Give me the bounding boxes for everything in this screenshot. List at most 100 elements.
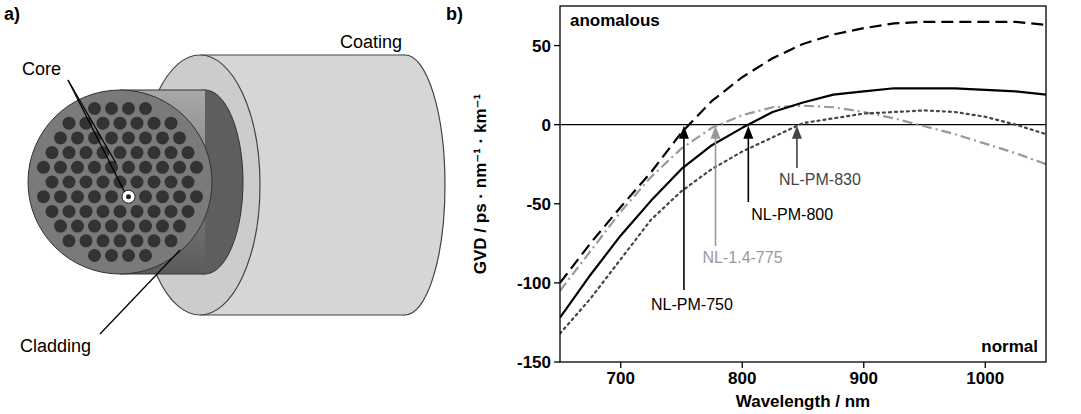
air-hole	[148, 205, 161, 218]
air-hole	[37, 190, 50, 203]
panel-a: a)CoreCladdingCoating	[4, 4, 445, 356]
air-hole	[105, 131, 118, 144]
y-axis-title: GVD / ps · nm⁻¹ · km⁻¹	[471, 93, 490, 274]
leader-line	[68, 80, 116, 163]
y-tick-label: -100	[517, 274, 551, 293]
gvd-curve	[560, 110, 1046, 333]
y-tick	[554, 45, 560, 46]
core-center	[126, 194, 131, 199]
air-hole	[139, 102, 152, 115]
core-label: Core	[22, 59, 61, 79]
cladding-edge	[120, 274, 205, 275]
air-hole	[71, 190, 84, 203]
air-hole	[165, 205, 178, 218]
air-hole	[190, 190, 203, 203]
air-hole	[114, 234, 127, 247]
air-hole	[54, 190, 67, 203]
air-hole	[63, 176, 76, 189]
series-label: NL-PM-750	[651, 296, 733, 313]
air-hole	[131, 205, 144, 218]
y-tick-label: -150	[517, 353, 551, 372]
air-hole	[88, 190, 101, 203]
air-hole	[122, 102, 135, 115]
air-hole	[165, 117, 178, 130]
air-hole	[122, 249, 135, 262]
air-hole	[165, 176, 178, 189]
air-hole	[71, 131, 84, 144]
arrow-head	[743, 126, 753, 139]
air-hole	[114, 117, 127, 130]
air-hole	[173, 220, 186, 233]
cladding-edge	[120, 90, 205, 91]
y-tick-label: 0	[542, 116, 551, 135]
air-hole	[139, 220, 152, 233]
zero-dispersion-arrow	[683, 137, 685, 290]
air-hole	[46, 176, 59, 189]
panel-label: b)	[446, 4, 463, 24]
leader-line	[100, 250, 180, 334]
x-tick-label: 1000	[966, 369, 1004, 388]
air-hole	[54, 220, 67, 233]
gvd-curve	[560, 106, 1046, 291]
air-hole	[97, 176, 110, 189]
y-tick	[554, 361, 560, 362]
air-hole	[122, 220, 135, 233]
air-hole	[114, 205, 127, 218]
air-hole	[122, 131, 135, 144]
air-hole	[46, 146, 59, 159]
series-label: NL-PM-800	[751, 206, 833, 223]
x-tick	[742, 362, 743, 368]
x-tick-label: 700	[607, 369, 635, 388]
air-hole	[114, 146, 127, 159]
air-hole	[97, 117, 110, 130]
air-hole	[139, 161, 152, 174]
arrow-head	[679, 126, 689, 139]
air-hole	[71, 161, 84, 174]
y-tick	[554, 203, 560, 204]
series-label: NL-1.4-775	[703, 249, 783, 266]
air-hole	[105, 190, 118, 203]
air-hole	[182, 176, 195, 189]
air-hole	[182, 146, 195, 159]
air-hole	[131, 117, 144, 130]
plot-lines	[560, 22, 1046, 334]
air-hole	[165, 234, 178, 247]
air-hole	[88, 102, 101, 115]
air-hole	[63, 234, 76, 247]
air-hole	[173, 131, 186, 144]
y-tick-label: -50	[526, 195, 551, 214]
air-hole	[173, 161, 186, 174]
x-tick-label: 800	[728, 369, 756, 388]
air-hole	[88, 220, 101, 233]
y-tick	[554, 124, 560, 125]
air-hole	[190, 161, 203, 174]
air-hole	[80, 146, 93, 159]
region-label: anomalous	[570, 11, 660, 30]
air-hole	[105, 220, 118, 233]
x-tick	[620, 362, 621, 368]
series-label: NL-PM-830	[779, 171, 861, 188]
air-hole	[46, 205, 59, 218]
x-axis-title: Wavelength / nm	[736, 392, 870, 411]
air-hole	[122, 161, 135, 174]
coating-label: Coating	[340, 32, 402, 52]
air-hole	[37, 161, 50, 174]
air-hole	[148, 176, 161, 189]
x-tick	[863, 362, 864, 368]
air-hole	[63, 146, 76, 159]
air-hole	[63, 117, 76, 130]
air-hole	[54, 161, 67, 174]
arrow-head	[711, 126, 721, 139]
region-label: normal	[981, 337, 1038, 356]
air-hole	[80, 234, 93, 247]
air-hole	[156, 220, 169, 233]
panel-label: a)	[4, 4, 20, 24]
air-hole	[80, 205, 93, 218]
air-hole	[156, 190, 169, 203]
air-hole	[148, 146, 161, 159]
air-hole	[139, 190, 152, 203]
air-hole	[71, 220, 84, 233]
air-hole	[63, 205, 76, 218]
zero-dispersion-arrow	[796, 137, 798, 168]
zero-dispersion-arrow	[715, 137, 717, 246]
